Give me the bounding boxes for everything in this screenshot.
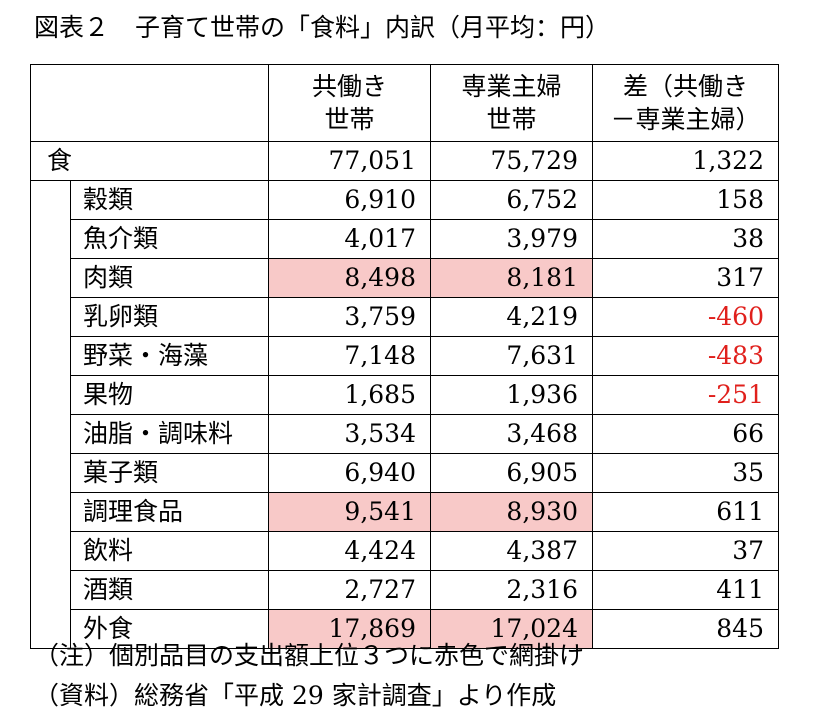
item-label: 穀類	[70, 180, 269, 220]
total-row: 食料 77,051 75,729 1,322	[30, 141, 779, 181]
figure-title-text: 子育て世帯の「食料」内訳（月平均：円）	[135, 13, 611, 42]
indent-cell	[30, 258, 71, 298]
source-text: （資料）総務省「平成 29 家計調査」より作成	[34, 681, 557, 710]
item-single-highlighted: 17,024	[430, 609, 593, 649]
indent-cell	[30, 375, 71, 415]
header-single-income: 専業主婦 世帯	[430, 64, 593, 142]
header-difference: 差（共働き －専業主婦）	[592, 64, 779, 142]
indent-cell	[30, 492, 71, 532]
item-diff: 411	[592, 570, 779, 610]
indent-cell	[30, 180, 71, 220]
item-diff-negative: -460	[592, 297, 779, 337]
item-dual-highlighted: 9,541	[268, 492, 431, 532]
item-single-highlighted: 8,181	[430, 258, 593, 298]
table-row: 菓子類 6,940 6,905 35	[30, 453, 779, 493]
indent-cell	[30, 297, 71, 337]
item-label: 乳卵類	[70, 297, 269, 337]
item-single: 2,316	[430, 570, 593, 610]
header-row: 共働き 世帯 専業主婦 世帯 差（共働き －専業主婦）	[30, 64, 779, 142]
indent-cell	[30, 336, 71, 376]
table-row: 外食 17,869 17,024 845	[30, 609, 779, 649]
item-diff-negative: -251	[592, 375, 779, 415]
item-single: 3,979	[430, 219, 593, 259]
item-label: 野菜・海藻	[70, 336, 269, 376]
item-single: 1,936	[430, 375, 593, 415]
item-diff: 611	[592, 492, 779, 532]
total-single: 75,729	[430, 141, 593, 181]
item-diff: 37	[592, 531, 779, 571]
item-label: 魚介類	[70, 219, 269, 259]
footnotes: （注）個別品目の支出額上位３つに赤色で網掛け （資料）総務省「平成 29 家計調…	[34, 636, 584, 716]
figure-title: 図表２ 子育て世帯の「食料」内訳（月平均：円）	[34, 10, 610, 46]
item-label: 酒類	[70, 570, 269, 610]
item-label: 油脂・調味料	[70, 414, 269, 454]
indent-cell	[30, 609, 71, 649]
item-diff: 845	[592, 609, 779, 649]
item-single-highlighted: 8,930	[430, 492, 593, 532]
item-single: 3,468	[430, 414, 593, 454]
item-dual: 3,759	[268, 297, 431, 337]
indent-cell	[30, 531, 71, 571]
table-row: 乳卵類 3,759 4,219 -460	[30, 297, 779, 337]
indent-cell	[30, 570, 71, 610]
item-label: 果物	[70, 375, 269, 415]
item-dual-highlighted: 8,498	[268, 258, 431, 298]
item-diff: 35	[592, 453, 779, 493]
table-row: 穀類 6,910 6,752 158	[30, 180, 779, 220]
item-dual: 6,910	[268, 180, 431, 220]
table-row: 油脂・調味料 3,534 3,468 66	[30, 414, 779, 454]
item-label: 菓子類	[70, 453, 269, 493]
item-label: 肉類	[70, 258, 269, 298]
item-label: 外食	[70, 609, 269, 649]
item-dual: 4,017	[268, 219, 431, 259]
item-single: 7,631	[430, 336, 593, 376]
item-single: 4,387	[430, 531, 593, 571]
item-dual: 6,940	[268, 453, 431, 493]
item-label: 飲料	[70, 531, 269, 571]
note-text: （注）個別品目の支出額上位３つに赤色で網掛け	[34, 641, 585, 670]
item-dual: 1,685	[268, 375, 431, 415]
header-dual-income: 共働き 世帯	[268, 64, 431, 142]
item-diff-negative: -483	[592, 336, 779, 376]
table-row: 果物 1,685 1,936 -251	[30, 375, 779, 415]
total-diff: 1,322	[592, 141, 779, 181]
header-corner	[30, 64, 269, 142]
item-dual: 7,148	[268, 336, 431, 376]
indent-cell	[30, 414, 71, 454]
table-row: 魚介類 4,017 3,979 38	[30, 219, 779, 259]
table-row: 飲料 4,424 4,387 37	[30, 531, 779, 571]
item-label: 調理食品	[70, 492, 269, 532]
indent-cell	[30, 219, 71, 259]
item-single: 6,752	[430, 180, 593, 220]
table-row: 肉類 8,498 8,181 317	[30, 258, 779, 298]
item-diff: 66	[592, 414, 779, 454]
item-diff: 317	[592, 258, 779, 298]
item-diff: 38	[592, 219, 779, 259]
total-dual: 77,051	[268, 141, 431, 181]
item-dual: 4,424	[268, 531, 431, 571]
item-dual: 3,534	[268, 414, 431, 454]
indent-cell	[30, 453, 71, 493]
table-row: 野菜・海藻 7,148 7,631 -483	[30, 336, 779, 376]
item-dual: 2,727	[268, 570, 431, 610]
item-dual-highlighted: 17,869	[268, 609, 431, 649]
item-single: 6,905	[430, 453, 593, 493]
item-single: 4,219	[430, 297, 593, 337]
table-row: 酒類 2,727 2,316 411	[30, 570, 779, 610]
total-label-spacer	[70, 141, 269, 181]
figure-label: 図表２	[34, 13, 110, 42]
table-row: 調理食品 9,541 8,930 611	[30, 492, 779, 532]
total-label: 食料	[30, 141, 71, 181]
item-diff: 158	[592, 180, 779, 220]
